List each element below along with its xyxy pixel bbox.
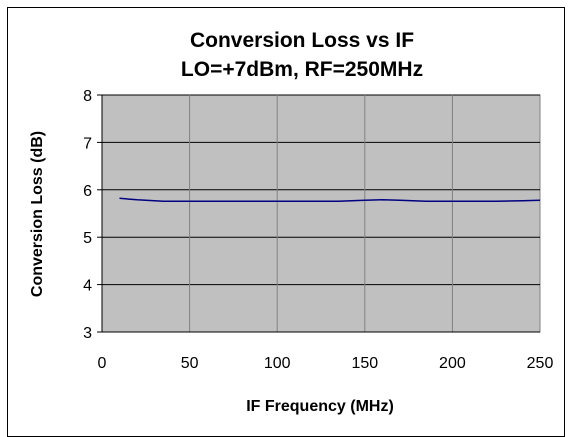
x-tick-label: 100 — [264, 355, 291, 372]
grid-lines — [102, 94, 540, 332]
tick-labels: 3 4 5 6 7 8 0 50 100 150 200 250 — [83, 88, 553, 372]
y-tick-label: 6 — [83, 183, 92, 200]
x-tick-label: 150 — [351, 355, 378, 372]
y-tick-label: 5 — [83, 230, 92, 247]
conversion-loss-chart: Conversion Loss vs IF LO=+7dBm, RF=250MH… — [29, 29, 553, 415]
y-tick-label: 7 — [83, 135, 92, 152]
chart-subtitle: LO=+7dBm, RF=250MHz — [181, 58, 423, 81]
x-tick-label: 50 — [181, 355, 199, 372]
series-line-1 — [119, 197, 541, 202]
series-layer — [119, 197, 541, 202]
y-tick-label: 3 — [83, 325, 92, 342]
x-tick-label: 200 — [439, 355, 466, 372]
y-tick-label: 4 — [83, 278, 92, 295]
axes — [97, 94, 540, 333]
x-axis-label: IF Frequency (MHz) — [246, 398, 394, 415]
chart-title: Conversion Loss vs IF — [190, 29, 414, 52]
y-axis-label: Conversion Loss (dB) — [29, 131, 46, 297]
x-tick-label: 250 — [527, 355, 554, 372]
y-tick-label: 8 — [83, 88, 92, 105]
x-tick-label: 0 — [98, 355, 107, 372]
plot-area — [101, 94, 541, 333]
